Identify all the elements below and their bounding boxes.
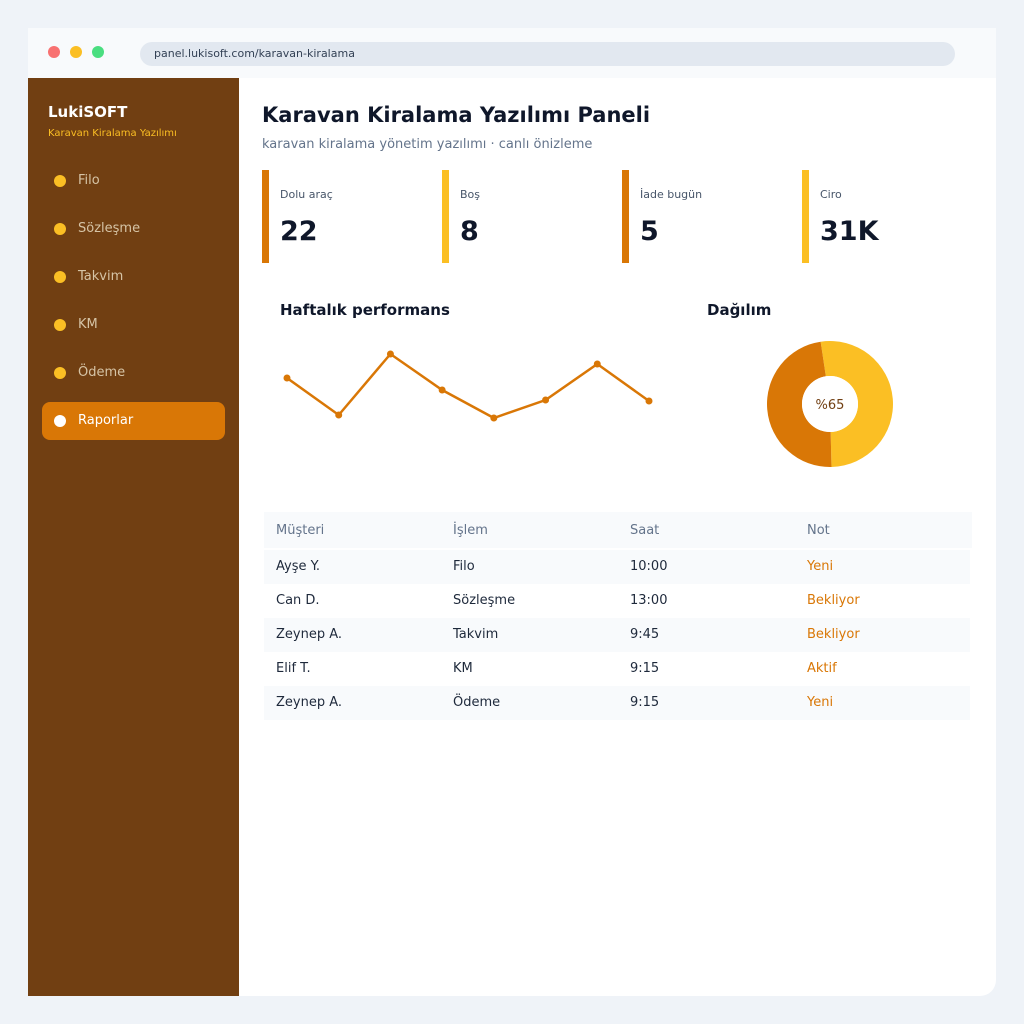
nav-label: Sözleşme (78, 221, 141, 236)
nav-item[interactable]: Takvim (42, 258, 225, 296)
table-header (264, 512, 972, 548)
table-cell: Aktif (807, 661, 837, 676)
page-title: Karavan Kiralama Yazılımı Paneli (262, 103, 651, 127)
stat-card: İade bugün 5 (622, 170, 797, 263)
column-header: Not (807, 523, 830, 538)
nav-item[interactable]: Ödeme (42, 354, 225, 392)
maximize-button[interactable] (92, 46, 104, 58)
browser-bar: panel.lukisoft.com/karavan-kiralama (28, 28, 996, 78)
table-cell: 9:45 (630, 627, 660, 642)
donut-center-label: %65 (816, 398, 845, 413)
stat-value: 5 (640, 216, 659, 247)
nav-icon (54, 415, 66, 427)
table-cell: Can D. (276, 593, 320, 608)
url-bar[interactable]: panel.lukisoft.com/karavan-kiralama (140, 42, 955, 66)
charts: Haftalık performans Dağılım %65 (280, 301, 893, 468)
table-cell: Sözleşme (453, 593, 516, 608)
nav-item[interactable]: Sözleşme (42, 210, 225, 248)
point (438, 386, 446, 394)
table-cell: Zeynep A. (276, 627, 343, 642)
nav-item[interactable]: Raporlar (42, 402, 225, 440)
chart-title: Dağılım (707, 301, 771, 319)
nav-icon (54, 367, 66, 379)
table-cell: 10:00 (630, 559, 668, 574)
nav-item[interactable]: KM (42, 306, 225, 344)
point (386, 350, 394, 358)
table-cell: Yeni (807, 559, 834, 574)
donut-segment (820, 341, 893, 467)
stat-value: 31K (820, 216, 879, 247)
table-cell: KM (453, 661, 473, 676)
nav-label: Filo (78, 173, 100, 188)
stat-card: Boş 8 (442, 170, 617, 263)
table-cell: Bekliyor (807, 593, 860, 608)
table-cell: Elif T. (276, 661, 311, 676)
line (286, 352, 650, 420)
nav-icon (54, 319, 66, 331)
table-cell: 9:15 (630, 661, 660, 676)
browser-window: panel.lukisoft.com/karavan-kiralama Luki… (28, 28, 996, 996)
stat-label: Ciro (820, 188, 842, 201)
page-subtitle: karavan kiralama yönetim yazılımı · canl… (262, 137, 593, 152)
column-header: İşlem (453, 523, 488, 538)
chart-title: Haftalık performans (280, 301, 450, 319)
table-cell: Yeni (807, 695, 834, 710)
sidebar: LukiSOFT Karavan Kiralama Yazılımı Filo S… (28, 78, 239, 996)
nav-item[interactable]: Filo (42, 162, 225, 200)
stat-card: Dolu araç 22 (262, 170, 437, 263)
table-row (264, 550, 970, 584)
stat-card: Ciro 31K (802, 170, 977, 263)
close-button[interactable] (48, 46, 60, 58)
table-row (264, 618, 970, 652)
stat-value: 8 (460, 216, 479, 247)
stat-label: Dolu araç (280, 188, 333, 201)
nav-icon (54, 223, 66, 235)
stat-value: 22 (280, 216, 318, 247)
column-header: Saat (630, 523, 660, 538)
point (490, 414, 498, 422)
table-row (264, 686, 970, 720)
minimize-button[interactable] (70, 46, 82, 58)
table-cell: Filo (453, 559, 475, 574)
nav-label: KM (78, 317, 98, 332)
point (542, 396, 550, 404)
tagline: Karavan Kiralama Yazılımı (48, 128, 177, 139)
column-header: Müşteri (276, 523, 325, 538)
table-cell: 13:00 (630, 593, 668, 608)
nav-label: Ödeme (78, 365, 126, 380)
stat-label: Boş (460, 188, 481, 201)
point (645, 397, 653, 405)
table-cell: Bekliyor (807, 627, 860, 642)
point (335, 411, 343, 419)
table-cell: Zeynep A. (276, 695, 343, 710)
table-cell: 9:15 (630, 695, 660, 710)
nav-label: Takvim (78, 269, 124, 284)
point (283, 374, 291, 382)
donut-hole (802, 376, 858, 432)
nav-icon (54, 175, 66, 187)
table-cell: Ödeme (453, 695, 501, 710)
nav-icon (54, 271, 66, 283)
nav-label: Raporlar (78, 413, 134, 428)
table-cell: Takvim (453, 627, 499, 642)
table-cell: Ayşe Y. (276, 559, 321, 574)
point (593, 360, 601, 368)
donut-segment (766, 341, 832, 468)
stat-label: İade bugün (640, 188, 703, 201)
brand: LukiSOFT (48, 103, 128, 121)
